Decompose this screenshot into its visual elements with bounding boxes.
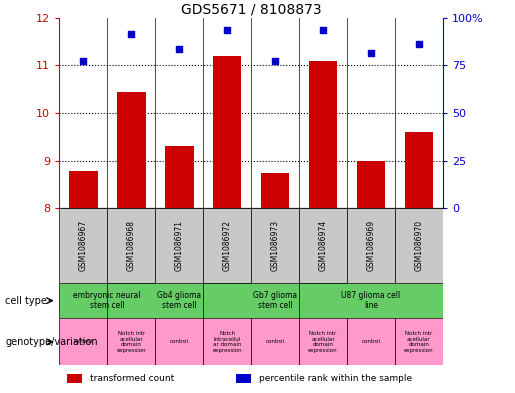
Bar: [308, 61, 337, 208]
FancyBboxPatch shape: [59, 208, 107, 283]
FancyBboxPatch shape: [299, 283, 443, 318]
Text: control: control: [266, 340, 285, 344]
FancyBboxPatch shape: [59, 318, 107, 365]
Text: transformed count: transformed count: [90, 374, 174, 383]
Point: [415, 41, 423, 47]
Text: GSM1086969: GSM1086969: [367, 220, 375, 271]
Text: control: control: [362, 340, 381, 344]
Point: [175, 46, 183, 52]
Bar: [69, 171, 97, 208]
Bar: [117, 92, 146, 208]
FancyBboxPatch shape: [155, 318, 203, 365]
FancyBboxPatch shape: [203, 283, 347, 318]
Text: control: control: [169, 340, 188, 344]
Text: GSM1086972: GSM1086972: [222, 220, 232, 271]
Text: Notch intr
acellular
domain
expression: Notch intr acellular domain expression: [116, 331, 146, 353]
Point: [223, 26, 231, 33]
Text: Notch
intracellul
ar domain
expression: Notch intracellul ar domain expression: [212, 331, 242, 353]
Text: Gb7 glioma
stem cell: Gb7 glioma stem cell: [253, 291, 297, 310]
Point: [127, 31, 135, 37]
Text: GSM1086967: GSM1086967: [79, 220, 88, 271]
Text: GSM1086973: GSM1086973: [270, 220, 280, 271]
Text: Gb4 glioma
stem cell: Gb4 glioma stem cell: [157, 291, 201, 310]
Text: GSM1086971: GSM1086971: [175, 220, 184, 271]
Text: embryonic neural
stem cell: embryonic neural stem cell: [74, 291, 141, 310]
Bar: [236, 374, 251, 384]
Text: genotype/variation: genotype/variation: [5, 337, 98, 347]
FancyBboxPatch shape: [395, 208, 443, 283]
Text: Notch intr
acellular
domain
expression: Notch intr acellular domain expression: [308, 331, 338, 353]
Text: control: control: [74, 340, 93, 344]
FancyBboxPatch shape: [203, 318, 251, 365]
FancyBboxPatch shape: [395, 318, 443, 365]
Bar: [213, 56, 242, 208]
FancyBboxPatch shape: [107, 283, 251, 318]
Point: [271, 57, 279, 64]
Bar: [165, 146, 194, 208]
Text: Notch intr
acellular
domain
expression: Notch intr acellular domain expression: [404, 331, 434, 353]
Point: [79, 57, 88, 64]
FancyBboxPatch shape: [299, 208, 347, 283]
Text: U87 glioma cell
line: U87 glioma cell line: [341, 291, 401, 310]
FancyBboxPatch shape: [251, 208, 299, 283]
Text: percentile rank within the sample: percentile rank within the sample: [259, 374, 412, 383]
Bar: [404, 132, 433, 208]
FancyBboxPatch shape: [107, 208, 155, 283]
Text: GSM1086970: GSM1086970: [415, 220, 423, 271]
Bar: [261, 173, 289, 208]
FancyBboxPatch shape: [347, 208, 395, 283]
FancyBboxPatch shape: [299, 318, 347, 365]
FancyBboxPatch shape: [107, 318, 155, 365]
FancyBboxPatch shape: [155, 208, 203, 283]
Text: GSM1086974: GSM1086974: [318, 220, 328, 271]
Text: cell type: cell type: [5, 296, 47, 306]
Bar: [356, 161, 385, 208]
Point: [367, 50, 375, 57]
Point: [319, 26, 327, 33]
Title: GDS5671 / 8108873: GDS5671 / 8108873: [181, 2, 321, 17]
Bar: [67, 374, 82, 384]
FancyBboxPatch shape: [59, 283, 155, 318]
FancyBboxPatch shape: [347, 318, 395, 365]
Text: GSM1086968: GSM1086968: [127, 220, 135, 271]
FancyBboxPatch shape: [251, 318, 299, 365]
FancyBboxPatch shape: [203, 208, 251, 283]
